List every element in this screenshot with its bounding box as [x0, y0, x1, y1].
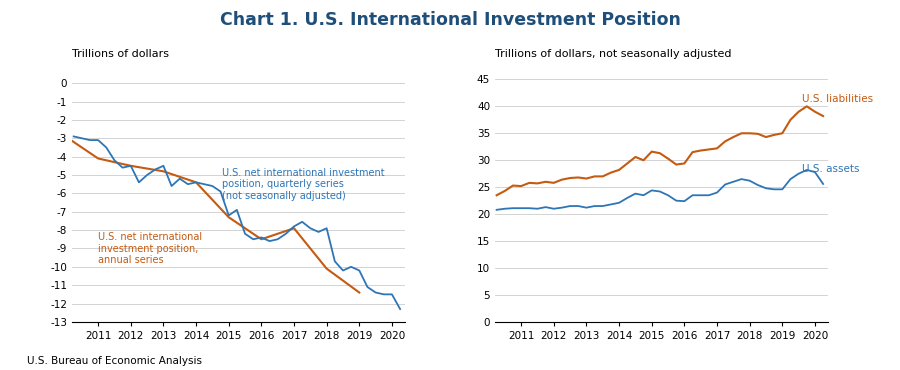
Text: U.S. net international
investment position,
annual series: U.S. net international investment positi…	[98, 232, 202, 265]
Text: U.S. net international investment
position, quarterly series
(not seasonally adj: U.S. net international investment positi…	[222, 168, 385, 201]
Text: U.S. Bureau of Economic Analysis: U.S. Bureau of Economic Analysis	[27, 356, 202, 366]
Text: U.S. assets: U.S. assets	[802, 164, 859, 174]
Text: U.S. liabilities: U.S. liabilities	[802, 94, 873, 104]
Text: Trillions of dollars: Trillions of dollars	[72, 49, 169, 59]
Text: Trillions of dollars, not seasonally adjusted: Trillions of dollars, not seasonally adj…	[495, 49, 732, 59]
Text: Chart 1. U.S. International Investment Position: Chart 1. U.S. International Investment P…	[220, 11, 680, 29]
